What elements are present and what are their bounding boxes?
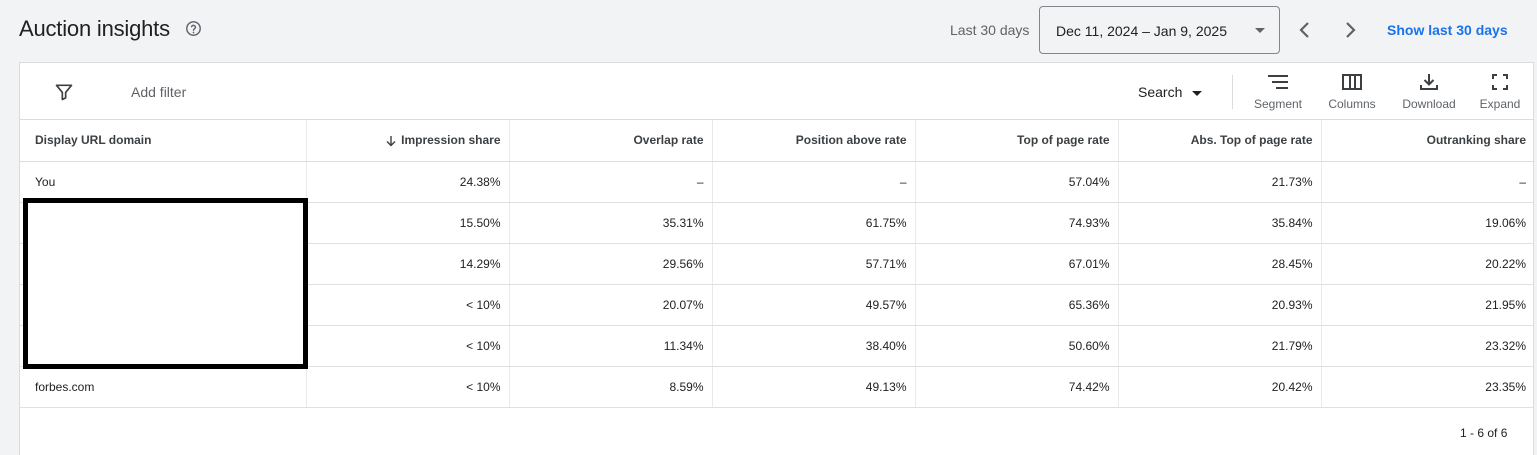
segment-button[interactable]: Segment xyxy=(1248,71,1308,115)
column-header-overlap-rate[interactable]: Overlap rate xyxy=(508,120,712,162)
table-cell: 14.29% xyxy=(305,243,509,285)
table-cell: 20.07% xyxy=(508,284,712,326)
table-cell: 24.38% xyxy=(305,161,509,203)
table-cell: 21.73% xyxy=(1117,161,1321,203)
chevron-right-icon[interactable] xyxy=(1338,16,1364,44)
table-cell: 57.71% xyxy=(711,243,915,285)
expand-icon xyxy=(1492,74,1508,90)
table-cell: – xyxy=(1320,161,1534,203)
download-button[interactable]: Download xyxy=(1398,71,1460,115)
table-cell: 15.50% xyxy=(305,202,509,244)
segment-label: Segment xyxy=(1253,97,1303,111)
columns-label: Columns xyxy=(1328,97,1376,111)
table-row: You 24.38% – – 57.04% 21.73% – xyxy=(20,161,1534,203)
table-header-row: Display URL domain Impression share Over… xyxy=(20,120,1534,162)
table-cell: 21.95% xyxy=(1320,284,1534,326)
columns-icon xyxy=(1342,74,1362,90)
table-cell: 23.32% xyxy=(1320,325,1534,367)
table-cell: 49.57% xyxy=(711,284,915,326)
redaction-box xyxy=(23,198,308,369)
expand-label: Expand xyxy=(1479,97,1521,111)
column-header-top-of-page-rate[interactable]: Top of page rate xyxy=(914,120,1118,162)
column-header-position-above-rate[interactable]: Position above rate xyxy=(711,120,915,162)
table-cell: 38.40% xyxy=(711,325,915,367)
table-cell: 35.84% xyxy=(1117,202,1321,244)
table-cell: 23.35% xyxy=(1320,366,1534,408)
help-circle-icon[interactable] xyxy=(185,20,202,37)
column-header-abs-top-of-page-rate[interactable]: Abs. Top of page rate xyxy=(1117,120,1321,162)
filter-icon[interactable] xyxy=(54,82,74,102)
table-cell: 57.04% xyxy=(914,161,1118,203)
dropdown-caret-icon xyxy=(1192,90,1203,96)
column-header-outranking-share[interactable]: Outranking share xyxy=(1320,120,1534,162)
column-header-label: Impression share xyxy=(401,133,501,148)
table-cell: – xyxy=(508,161,712,203)
auction-insights-card: Add filter Search Segment Columns xyxy=(19,62,1534,455)
table-cell: – xyxy=(711,161,915,203)
download-label: Download xyxy=(1402,97,1456,111)
columns-button[interactable]: Columns xyxy=(1322,71,1382,115)
date-range-value: Dec 11, 2024 – Jan 9, 2025 xyxy=(1056,23,1227,39)
table-cell: 61.75% xyxy=(711,202,915,244)
page-header: Auction insights Last 30 days Dec 11, 20… xyxy=(0,0,1537,62)
table-cell: < 10% xyxy=(305,366,509,408)
table-toolbar: Add filter Search Segment Columns xyxy=(20,63,1533,120)
add-filter-button[interactable]: Add filter xyxy=(131,84,187,100)
page-title: Auction insights xyxy=(19,16,170,41)
show-last-30-days-link[interactable]: Show last 30 days xyxy=(1387,22,1508,38)
chevron-left-icon[interactable] xyxy=(1291,16,1317,44)
date-range-select[interactable]: Dec 11, 2024 – Jan 9, 2025 xyxy=(1039,6,1280,54)
table-cell: 20.42% xyxy=(1117,366,1321,408)
column-header-impression-share[interactable]: Impression share xyxy=(305,120,509,162)
table-cell: 8.59% xyxy=(508,366,712,408)
table-cell: 28.45% xyxy=(1117,243,1321,285)
table-cell: 74.42% xyxy=(914,366,1118,408)
table-cell: 65.36% xyxy=(914,284,1118,326)
table-cell-domain: forbes.com xyxy=(20,366,306,408)
table-cell: 35.31% xyxy=(508,202,712,244)
table-cell: 20.93% xyxy=(1117,284,1321,326)
segment-icon xyxy=(1268,75,1288,89)
table-cell: 19.06% xyxy=(1320,202,1534,244)
table-cell: 21.79% xyxy=(1117,325,1321,367)
toolbar-divider xyxy=(1232,75,1233,109)
table-cell-domain: You xyxy=(20,161,306,203)
table-cell: < 10% xyxy=(305,284,509,326)
period-label: Last 30 days xyxy=(950,22,1030,38)
table-cell: 50.60% xyxy=(914,325,1118,367)
expand-button[interactable]: Expand xyxy=(1472,71,1528,115)
table-cell: 49.13% xyxy=(711,366,915,408)
pagination-summary: 1 - 6 of 6 xyxy=(1460,426,1508,440)
table-row: forbes.com < 10% 8.59% 49.13% 74.42% 20.… xyxy=(20,366,1534,408)
table-cell: 74.93% xyxy=(914,202,1118,244)
table-cell: 67.01% xyxy=(914,243,1118,285)
dropdown-caret-icon xyxy=(1255,28,1265,33)
table-cell: < 10% xyxy=(305,325,509,367)
table-cell: 29.56% xyxy=(508,243,712,285)
search-dropdown[interactable]: Search xyxy=(1138,84,1203,100)
table-cell: 20.22% xyxy=(1320,243,1534,285)
column-header-display-url-domain[interactable]: Display URL domain xyxy=(20,120,306,162)
table-cell: 11.34% xyxy=(508,325,712,367)
download-icon xyxy=(1420,74,1438,90)
arrow-down-icon xyxy=(386,136,396,147)
auction-insights-table: Display URL domain Impression share Over… xyxy=(20,120,1534,408)
search-dropdown-label: Search xyxy=(1138,84,1183,100)
